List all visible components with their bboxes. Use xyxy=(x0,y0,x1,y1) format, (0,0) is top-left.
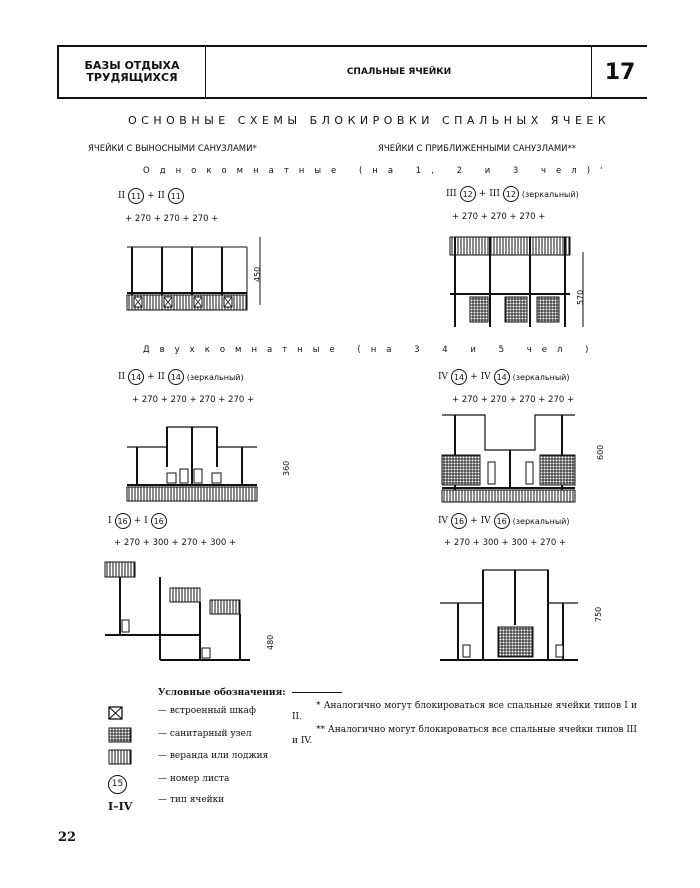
cell-type-icon: I–IV xyxy=(108,800,133,813)
page-header: БАЗЫ ОТДЫХА ТРУДЯЩИХСЯ СПАЛЬНЫЕ ЯЧЕЙКИ 1… xyxy=(57,45,647,99)
legend-label: — санитарный узел xyxy=(158,729,252,739)
scheme-formula: I 16 + I 16 xyxy=(108,513,170,529)
page-number: 22 xyxy=(58,830,77,845)
scheme-height: 750 xyxy=(594,606,603,622)
section-title: БАЗЫ ОТДЫХА ТРУДЯЩИХСЯ xyxy=(59,47,206,97)
footnote-1: * Аналогично могут блокироваться все спа… xyxy=(292,701,637,722)
cell-type: III xyxy=(446,189,457,199)
plus-sign: + xyxy=(470,372,478,382)
sheet-number-circle: 16 xyxy=(114,513,131,529)
scheme-height: 570 xyxy=(576,289,585,305)
scheme-formula: IV 16 + IV 16 (зеркальный) xyxy=(438,513,569,529)
scheme-dimensions: + 270 + 270 + 270 + xyxy=(452,212,546,222)
cell-type: III xyxy=(489,189,500,199)
cell-type: IV xyxy=(480,516,491,526)
sheet-number-circle: 14 xyxy=(451,369,468,385)
floor-plan-2x16 xyxy=(104,561,250,661)
topic-title: СПАЛЬНЫЕ ЯЧЕЙКИ xyxy=(207,47,592,97)
sheet-number: 17 xyxy=(604,59,636,85)
scheme-formula: III 12 + III 12 (зеркальный) xyxy=(446,186,579,202)
sheet-number-circle: 16 xyxy=(150,513,167,529)
legend-label: — тип ячейки xyxy=(158,795,225,805)
sheet-number-circle: 12 xyxy=(459,186,476,202)
scheme-height: 480 xyxy=(266,634,275,650)
legend-label: — веранда или лоджия xyxy=(158,751,269,761)
cell-type: II xyxy=(118,191,126,201)
legend: — встроенный шкаф — санитарный узел — ве… xyxy=(108,705,283,815)
plus-sign: + xyxy=(478,189,487,199)
footnote-2: ** Аналогично могут блокироваться все сп… xyxy=(292,725,637,746)
scheme-height: 450 xyxy=(253,266,262,282)
legend-label: — номер листа xyxy=(158,774,230,784)
scheme-dimensions: + 270 + 270 + 270 + 270 + xyxy=(452,395,575,405)
left-column-heading: ЯЧЕЙКИ С ВЫНОСНЫМИ САНУЗЛАМИ* xyxy=(88,144,257,154)
sheet-number-circle: 11 xyxy=(167,188,184,204)
cell-type: II xyxy=(157,191,165,201)
right-column-heading: ЯЧЕЙКИ С ПРИБЛИЖЕННЫМИ САНУЗЛАМИ** xyxy=(378,144,577,154)
floor-plan-2x14 xyxy=(126,426,258,502)
sheet-number-circle: 14 xyxy=(128,369,145,385)
scheme-dimensions: + 270 + 270 + 270 + 270 + xyxy=(132,395,255,405)
sheet-number-icon: 15 xyxy=(108,774,127,794)
scheme-height: 600 xyxy=(596,444,605,460)
sheet-number-circle: 14 xyxy=(493,369,510,385)
mirror-label: (зеркальный) xyxy=(512,372,570,382)
cell-type: IV xyxy=(438,372,449,382)
footnote-divider xyxy=(292,692,342,693)
legend-title: Условные обозначения: xyxy=(158,688,286,698)
sheet-number-circle: 16 xyxy=(451,513,468,529)
plus-sign: + xyxy=(133,516,142,526)
plus-sign: + xyxy=(147,372,155,382)
scheme-dimensions: + 270 + 300 + 300 + 270 + xyxy=(444,538,567,548)
scheme-formula: II 14 + II 14 (зеркальный) xyxy=(118,369,244,385)
sheet-number-circle: 16 xyxy=(493,513,510,529)
veranda-icon xyxy=(108,749,132,765)
mirror-label: (зеркальный) xyxy=(512,516,570,526)
cell-type: II xyxy=(118,372,126,382)
sheet-number-circle: 12 xyxy=(502,186,519,202)
floor-plan-2x12 xyxy=(449,236,584,327)
scheme-formula: II 11 + II 11 xyxy=(118,188,187,204)
floor-plan-2x14-mirror xyxy=(441,414,576,503)
section-line-1: БАЗЫ ОТДЫХА xyxy=(84,59,180,72)
scheme-height: 360 xyxy=(282,460,291,476)
cell-type: IV xyxy=(480,372,491,382)
cell-type: I xyxy=(144,516,148,526)
two-room-heading: Двухкомнатные (на 3 4 и 5 чел ) xyxy=(143,345,599,355)
one-room-heading: Однокомнатные (на 1, 2 и 3 чел)' xyxy=(143,166,613,176)
mirror-label: (зеркальный) xyxy=(521,189,579,199)
floor-plan-2x11 xyxy=(126,237,261,311)
cell-type: II xyxy=(157,372,165,382)
scheme-dimensions: + 270 + 300 + 270 + 300 + xyxy=(114,538,237,548)
page-title: ОСНОВНЫЕ СХЕМЫ БЛОКИРОВКИ СПАЛЬНЫХ ЯЧЕЕК xyxy=(128,114,611,127)
plus-sign: + xyxy=(470,516,478,526)
plus-sign: + xyxy=(147,191,155,201)
floor-plan-2x16-mirror xyxy=(440,569,578,661)
cell-type: IV xyxy=(438,516,449,526)
sheet-number-circle: 11 xyxy=(128,188,145,204)
scheme-formula: IV 14 + IV 14 (зеркальный) xyxy=(438,369,569,385)
built-in-wardrobe-icon xyxy=(108,706,123,720)
mirror-label: (зеркальный) xyxy=(186,372,244,382)
sanitary-unit-icon xyxy=(108,727,132,743)
cell-type: I xyxy=(108,516,112,526)
legend-label: — встроенный шкаф xyxy=(158,706,256,716)
scheme-dimensions: + 270 + 270 + 270 + xyxy=(125,214,219,224)
sheet-number-circle: 14 xyxy=(167,369,184,385)
section-line-2: ТРУДЯЩИХСЯ xyxy=(86,71,178,84)
